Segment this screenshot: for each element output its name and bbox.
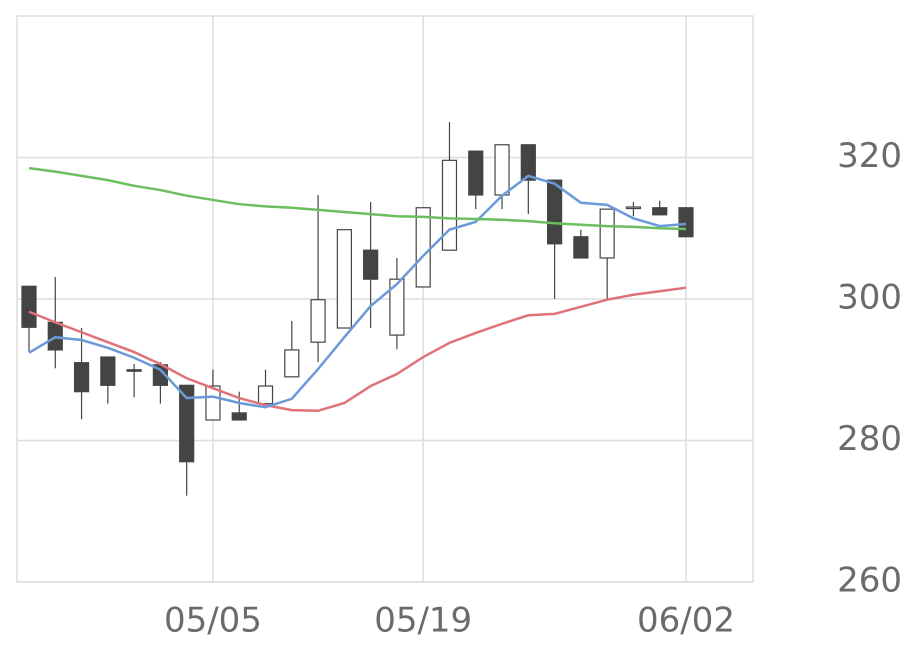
candle-body <box>126 369 142 372</box>
candle-body <box>468 150 484 196</box>
candle-body <box>363 249 379 280</box>
y-tick-label: 320 <box>837 136 902 176</box>
moving-average-line <box>28 286 687 413</box>
candle-body <box>652 207 668 216</box>
candle-body <box>520 144 536 181</box>
candle-body <box>205 385 221 421</box>
candle-body <box>336 229 352 329</box>
candle-body <box>100 356 116 386</box>
candle-body <box>231 412 247 421</box>
candle-body <box>546 179 563 245</box>
y-tick-label: 280 <box>837 419 902 459</box>
x-tick-label: 05/19 <box>374 601 472 641</box>
moving-average-line <box>28 174 687 409</box>
y-tick-label: 260 <box>837 561 902 601</box>
candle-body <box>310 299 326 343</box>
candle-body <box>441 159 458 251</box>
moving-average-line <box>28 166 687 231</box>
candle-body <box>678 207 694 238</box>
candle-body <box>573 236 589 259</box>
candle-body <box>73 362 90 393</box>
x-tick-label: 06/02 <box>637 601 735 641</box>
candle-body <box>284 349 300 378</box>
candle-body <box>179 384 195 463</box>
candle-body <box>257 385 274 405</box>
candle-body <box>625 206 642 210</box>
candle-body <box>389 278 405 336</box>
y-tick-label: 300 <box>837 278 902 318</box>
x-tick-label: 05/05 <box>164 601 262 641</box>
candle-body <box>21 285 37 328</box>
candle-body <box>415 207 431 288</box>
candle-body <box>599 208 615 259</box>
candle-body <box>494 144 510 196</box>
